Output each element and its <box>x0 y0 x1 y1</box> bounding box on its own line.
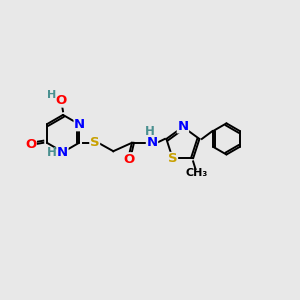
Text: S: S <box>168 152 178 166</box>
Text: H: H <box>145 125 155 138</box>
Text: O: O <box>55 94 66 107</box>
Text: N: N <box>74 118 85 131</box>
Text: O: O <box>123 153 134 166</box>
Text: H: H <box>47 90 56 100</box>
Text: CH₃: CH₃ <box>185 168 207 178</box>
Text: N: N <box>57 146 68 159</box>
Text: O: O <box>25 138 36 151</box>
Text: N: N <box>146 136 158 149</box>
Text: N: N <box>177 120 188 133</box>
Text: S: S <box>90 136 100 149</box>
Text: H: H <box>47 146 56 159</box>
